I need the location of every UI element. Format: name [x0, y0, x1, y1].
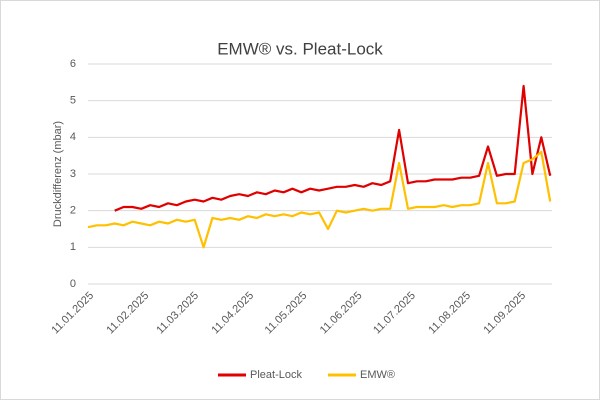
y-tick-label: 1 [70, 241, 76, 253]
series-line [114, 84, 552, 212]
legend-label: EMW® [360, 369, 395, 381]
y-tick-label: 3 [70, 168, 76, 180]
legend-label: Pleat-Lock [250, 369, 302, 381]
y-tick-label: 5 [70, 95, 76, 107]
y-tick-label: 0 [70, 278, 76, 290]
chart-title: EMW® vs. Pleat-Lock [217, 39, 383, 58]
y-tick-label: 4 [70, 131, 76, 143]
y-axis-label: Druckdifferenz (mbar) [52, 121, 64, 227]
y-tick-label: 2 [70, 205, 76, 217]
series-line [87, 150, 552, 249]
y-tick-label: 6 [70, 58, 76, 70]
